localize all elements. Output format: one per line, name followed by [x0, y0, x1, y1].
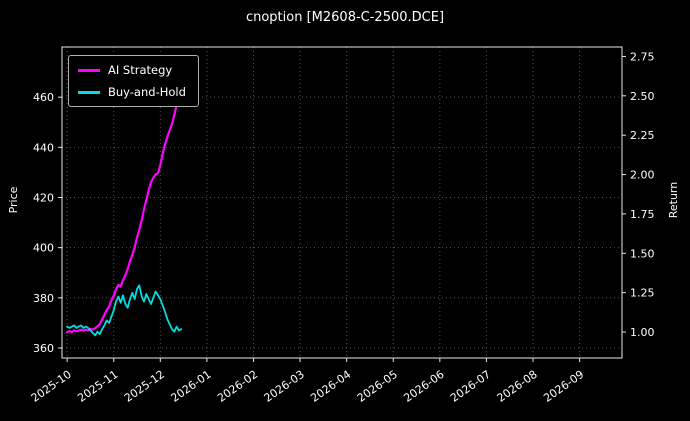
- x-tick-label: 2025-12: [122, 368, 167, 405]
- legend-label-buy-and-hold: Buy-and-Hold: [108, 85, 186, 99]
- return-tick-label: 1.25: [630, 287, 655, 300]
- return-tick-label: 1.00: [630, 326, 655, 339]
- price-tick-label: 420: [33, 191, 54, 204]
- return-axis-label: Return: [667, 181, 680, 219]
- return-tick-label: 2.25: [630, 129, 655, 142]
- legend-item-buy-and-hold: Buy-and-Hold: [78, 85, 186, 99]
- x-tick-label: 2026-05: [355, 368, 400, 405]
- ai-strategy-line: [65, 94, 183, 334]
- x-tick-label: 2026-02: [215, 368, 260, 405]
- return-tick-label: 2.00: [630, 169, 655, 182]
- price-tick-label: 380: [33, 292, 54, 305]
- x-tick-label: 2025-11: [75, 368, 120, 405]
- chart-title: cnoption [M2608-C-2500.DCE]: [245, 10, 445, 25]
- buy-and-hold-line-swatch: [78, 90, 100, 94]
- legend: AI Strategy Buy-and-Hold: [68, 55, 199, 107]
- plot-border: [61, 46, 623, 359]
- buy-and-hold-line: [66, 284, 183, 337]
- x-tick-label: 2026-03: [262, 368, 307, 405]
- price-tick-label: 400: [33, 242, 54, 255]
- x-tick-label: 2026-01: [169, 368, 214, 405]
- x-tick-label: 2026-07: [448, 368, 493, 405]
- return-tick-label: 2.75: [630, 50, 655, 63]
- return-tick-label: 1.75: [630, 208, 655, 221]
- x-tick-label: 2026-04: [308, 368, 353, 405]
- price-axis-label: Price: [7, 186, 20, 214]
- legend-label-ai-strategy: AI Strategy: [108, 63, 173, 77]
- x-tick-label: 2026-06: [401, 368, 446, 405]
- ai-strategy-line-swatch: [78, 68, 100, 72]
- legend-item-ai-strategy: AI Strategy: [78, 63, 186, 77]
- x-tick-label: 2026-08: [495, 368, 540, 405]
- x-tick-label: 2025-10: [29, 368, 74, 405]
- price-tick-label: 460: [33, 91, 54, 104]
- x-tick-label: 2026-09: [541, 368, 586, 405]
- price-tick-label: 360: [33, 342, 54, 355]
- return-tick-label: 1.50: [630, 247, 655, 260]
- price-tick-label: 440: [33, 141, 54, 154]
- return-tick-label: 2.50: [630, 90, 655, 103]
